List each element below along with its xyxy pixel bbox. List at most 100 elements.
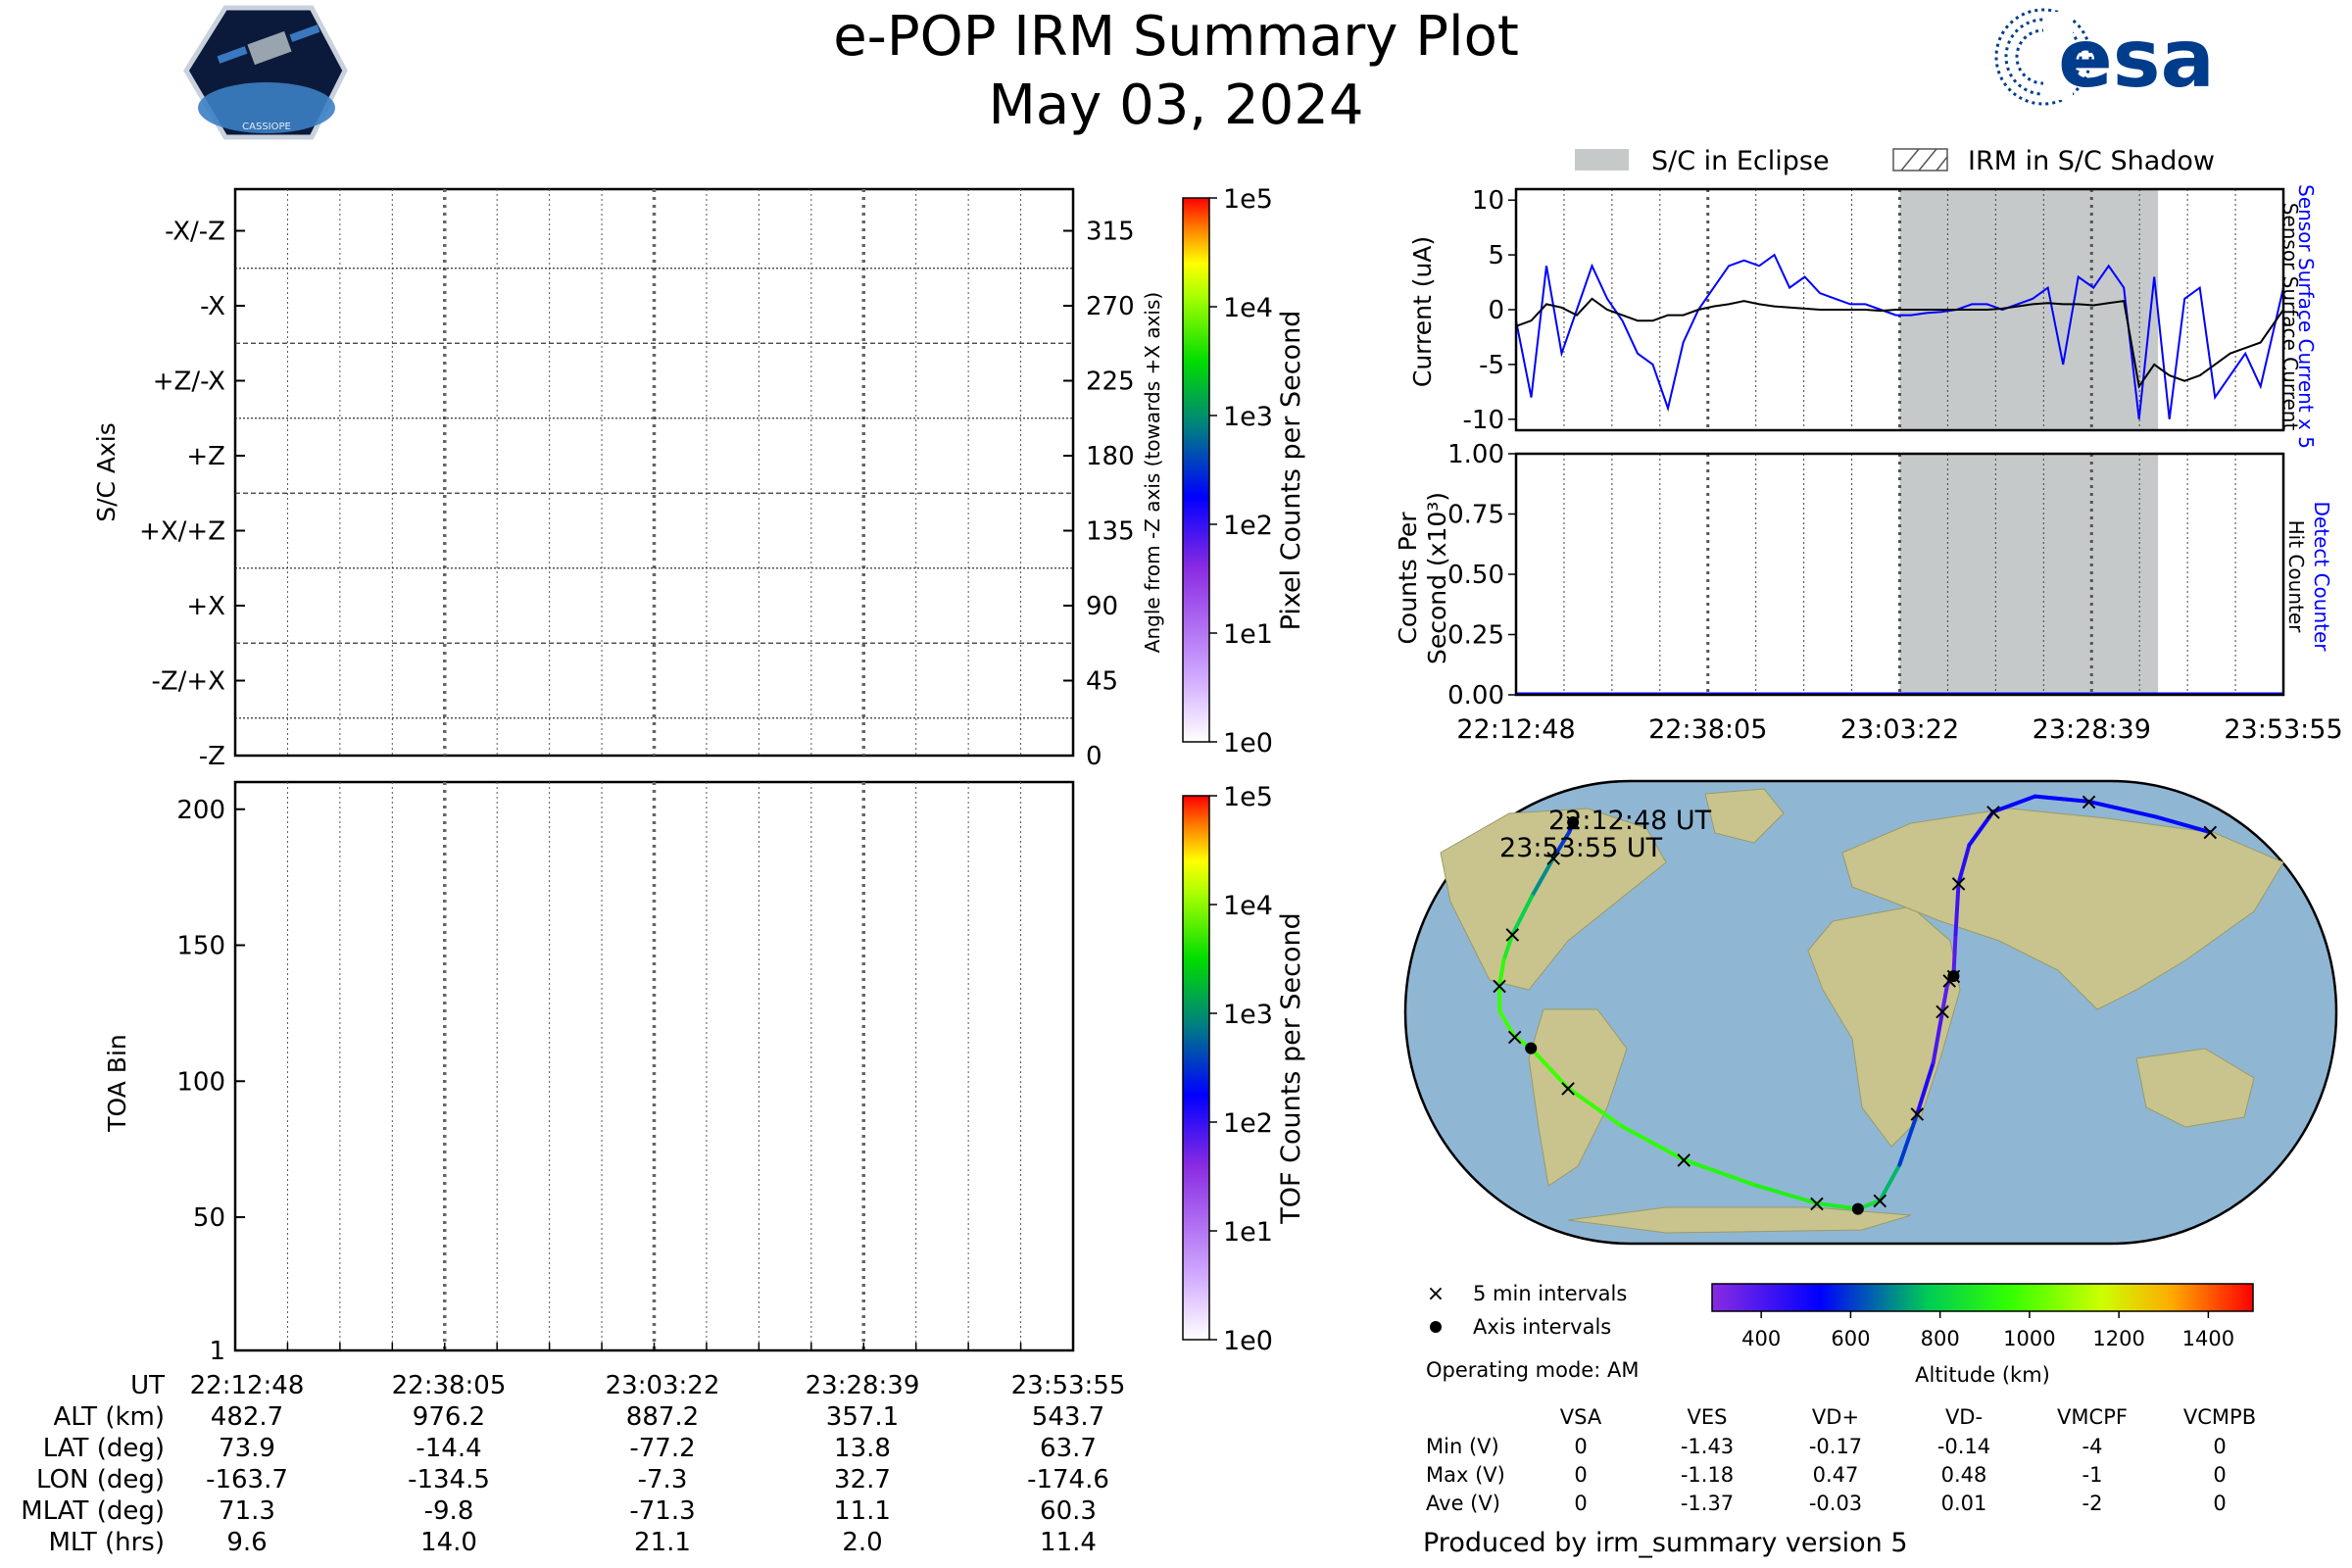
counts-right-label-black: Hit Counter <box>2284 520 2308 633</box>
colorbar-tick-label: 1e5 <box>1223 782 1273 812</box>
track-cross-marker: × <box>1558 1074 1578 1102</box>
track-start-label: 22:12:48 UT <box>1548 806 1712 836</box>
track-segment <box>1497 1009 1517 1040</box>
colorbar-tick-label: 1e3 <box>1223 402 1273 432</box>
esa-logo: esa <box>1994 8 2215 106</box>
pixel-colorbar-label: Pixel Counts per Second <box>1276 311 1306 631</box>
track-segment <box>1501 932 1515 962</box>
colorbar-tick-label: 1e0 <box>1223 728 1273 759</box>
voltage-cell: 0.48 <box>1941 1463 1987 1487</box>
orbit-cell: -134.5 <box>408 1465 490 1494</box>
sc-axis-ytick-label: -X/-Z <box>165 218 225 247</box>
altitude-tick-label: 800 <box>1921 1327 1960 1350</box>
track-segment <box>1931 1009 1945 1065</box>
track-cross-marker: × <box>1674 1146 1693 1173</box>
track-segment <box>1510 894 1535 937</box>
sc-axis-ytick-label: +Z <box>186 442 225 471</box>
track-axis-dot <box>1525 1042 1538 1054</box>
colorbar-tick-label: 1e5 <box>1223 184 1273 215</box>
sc-axis-ylabel: S/C Axis <box>92 422 121 522</box>
track-segment <box>1529 1046 1571 1091</box>
orbit-cell: 11.1 <box>834 1496 891 1526</box>
current-ytick-label: 0 <box>1488 296 1504 325</box>
orbit-cell: -77.2 <box>629 1434 695 1463</box>
track-axis-dot <box>1947 969 1960 982</box>
counts-ytick-label: 1.00 <box>1447 440 1504 469</box>
voltage-cell: -1 <box>2082 1463 2103 1487</box>
sc-axis-y2tick-label: 90 <box>1086 592 1118 621</box>
current-ytick-label: 10 <box>1472 186 1504 216</box>
track-segment <box>1956 843 1972 886</box>
map-legend: × 5 min intervals Axis intervals Operati… <box>1426 1282 1639 1382</box>
tof-colorbar-label: TOF Counts per Second <box>1276 912 1306 1225</box>
orbit-cell: 60.3 <box>1040 1496 1097 1526</box>
orbit-cell: -14.4 <box>416 1434 481 1463</box>
eclipse-swatch <box>1575 149 1629 171</box>
orbit-cell: 14.0 <box>420 1528 477 1557</box>
orbit-cell: 482.7 <box>211 1402 283 1432</box>
sc-axis-ytick-label: -Z/+X <box>151 667 225 697</box>
voltage-cell: -2 <box>2082 1492 2103 1515</box>
counts-ytick-label: 0.00 <box>1447 681 1504 710</box>
track-segment <box>1967 809 1995 848</box>
colorbar-tick-label: 1e1 <box>1223 619 1273 650</box>
ground-track-map: ××××××××××××××××× 22:12:48 UT 23:53:55 U… <box>1403 779 2338 1246</box>
altitude-tick-label: 1000 <box>2003 1327 2055 1350</box>
sc-axis-y2tick-label: 0 <box>1086 742 1102 771</box>
track-segment <box>2086 799 2159 819</box>
cross-marker-icon: × <box>1427 1282 1445 1306</box>
voltage-cell: 0.47 <box>1813 1463 1859 1487</box>
dot-legend-label: Axis intervals <box>1473 1315 1611 1339</box>
track-cross-marker: × <box>1544 844 1563 871</box>
toa-ytick-label: 50 <box>193 1203 225 1233</box>
orbit-row-label: LON (deg) <box>36 1465 165 1494</box>
orbit-cell: -7.3 <box>638 1465 688 1494</box>
series-line-current-x5 <box>1516 253 2283 419</box>
track-segment <box>1497 957 1506 988</box>
voltage-cell: 0.01 <box>1941 1492 1987 1515</box>
orbit-row-label: ALT (km) <box>53 1402 165 1432</box>
voltage-header: VCMPB <box>2183 1405 2256 1429</box>
track-axis-dot <box>1567 816 1580 829</box>
dot-marker-icon <box>1430 1321 1442 1333</box>
orbit-cell: 11.4 <box>1040 1528 1097 1557</box>
track-segment <box>1990 794 2037 814</box>
eclipse-region <box>1899 454 2159 695</box>
orbit-cell: 73.9 <box>219 1434 275 1463</box>
cassiope-logo-text: CASSIOPE <box>242 122 291 132</box>
operating-mode: Operating mode: AM <box>1426 1358 1639 1382</box>
sc-axis-ytick-label: +Z/-X <box>153 368 225 397</box>
orbit-row-label: MLAT (deg) <box>21 1496 165 1526</box>
colorbar-tick-label: 1e2 <box>1223 1108 1273 1139</box>
toa-ylabel: TOA Bin <box>103 1034 131 1133</box>
altitude-colorbar-label: Altitude (km) <box>1915 1363 2050 1387</box>
sc-axis-y2tick-label: 180 <box>1086 442 1135 471</box>
voltage-cell: -1.18 <box>1681 1463 1734 1487</box>
page-date: May 03, 2024 <box>989 74 1364 137</box>
footer-credit: Produced by irm_summary version 5 <box>1423 1528 1908 1558</box>
sc-axis-ytick-label: -Z <box>199 742 225 771</box>
sc-axis-y2tick-label: 135 <box>1086 517 1135 547</box>
orbit-cell: 71.3 <box>219 1496 275 1526</box>
voltage-header: VES <box>1688 1405 1728 1429</box>
voltage-cell: 0 <box>2213 1492 2226 1515</box>
cassiope-logo: CASSIOPE <box>183 5 348 140</box>
track-cross-marker: × <box>2080 788 2099 815</box>
toa-ytick-label: 200 <box>176 796 225 825</box>
toa-ytick-label: 1 <box>209 1337 225 1366</box>
current-ylabel: Current (uA) <box>1408 236 1437 387</box>
orbit-cell: 63.7 <box>1040 1434 1097 1463</box>
colorbar-tick-label: 1e4 <box>1223 293 1273 323</box>
track-segment <box>2154 814 2213 835</box>
series-line-current <box>1516 297 2283 389</box>
sc-axis-y2tick-label: 315 <box>1086 218 1135 247</box>
voltage-cell: -0.17 <box>1809 1435 1862 1458</box>
eclipse-legend: S/C in Eclipse IRM in S/C Shadow <box>1575 146 2215 176</box>
voltage-cell: 0 <box>2213 1463 2226 1487</box>
sc-axis-ytick-label: +X/+Z <box>139 517 225 547</box>
track-cross-marker: × <box>2200 818 2220 846</box>
orbit-cell: 21.1 <box>634 1528 691 1557</box>
current-ytick-label: 5 <box>1488 241 1504 270</box>
orbit-cell: 23:03:22 <box>606 1371 720 1400</box>
